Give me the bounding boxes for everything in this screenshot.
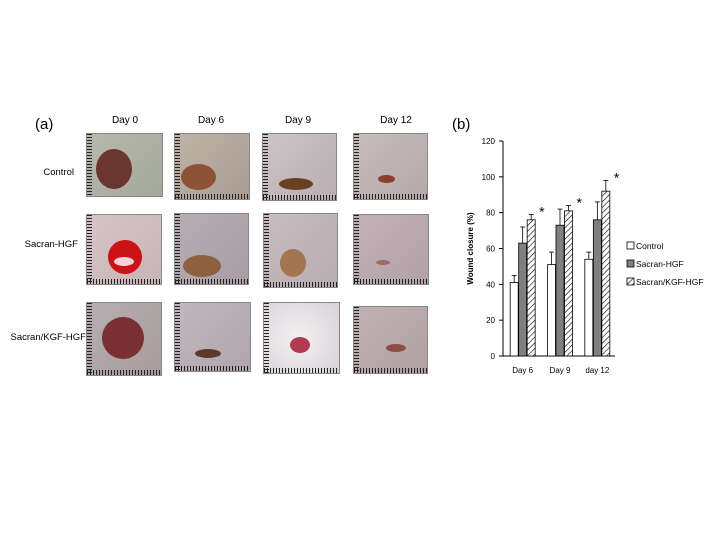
legend-label: Sacran-HGF bbox=[636, 259, 684, 269]
bar bbox=[526, 219, 536, 357]
legend-swatch bbox=[626, 259, 635, 268]
y-tick-label: 40 bbox=[486, 280, 495, 289]
bar bbox=[601, 190, 611, 357]
y-tick-label: 100 bbox=[482, 173, 496, 182]
wound-photo-sacran-hgf-day12 bbox=[353, 214, 429, 285]
significance-star: * bbox=[577, 195, 583, 211]
y-tick-label: 20 bbox=[486, 316, 495, 325]
y-tick-label: 0 bbox=[491, 352, 496, 361]
panel-a-label: (a) bbox=[35, 116, 54, 133]
row-label-sacran-hgf: Sacran-HGF bbox=[24, 239, 78, 250]
wound-photo-control-day0 bbox=[86, 133, 163, 197]
day-label-12: Day 12 bbox=[380, 115, 412, 126]
wound-photo-sacran-kgf-hgf-day0 bbox=[86, 302, 162, 376]
y-tick-label: 120 bbox=[482, 137, 496, 146]
wound-photo-sacran-hgf-day6 bbox=[174, 213, 249, 285]
wound-photo-sacran-hgf-day0 bbox=[86, 214, 162, 285]
bar bbox=[564, 210, 573, 357]
legend-swatch bbox=[626, 241, 635, 250]
wound-photo-sacran-kgf-hgf-day12 bbox=[353, 306, 428, 374]
wound-photo-control-day12 bbox=[353, 133, 428, 200]
significance-star: * bbox=[614, 169, 620, 185]
day-label-0: Day 0 bbox=[111, 115, 139, 126]
y-axis-title: Wound closure (%) bbox=[466, 212, 475, 285]
wound-photo-sacran-hgf-day9 bbox=[263, 213, 338, 288]
y-tick-label: 80 bbox=[486, 209, 495, 218]
day-label-9: Day 9 bbox=[284, 115, 312, 126]
wound-photo-sacran-kgf-hgf-day6 bbox=[174, 302, 251, 372]
row-label-sacran-kgf-hgf: Sacran/KGF-HGF bbox=[10, 332, 87, 343]
legend-swatch bbox=[626, 277, 635, 286]
bar bbox=[547, 264, 556, 357]
legend-label: Sacran/KGF-HGF bbox=[636, 277, 704, 287]
x-tick-label: day 12 bbox=[585, 366, 610, 375]
wound-photo-control-day6 bbox=[174, 133, 250, 200]
bar bbox=[518, 242, 528, 357]
row-label-control: Control bbox=[43, 167, 74, 178]
x-tick-label: Day 6 bbox=[512, 366, 533, 375]
bar bbox=[509, 282, 519, 357]
wound-photo-control-day9 bbox=[262, 133, 337, 201]
panel-b-label: (b) bbox=[452, 116, 471, 133]
bar bbox=[592, 219, 602, 357]
wound-closure-chart: 0 20 40 60 80 100 120 Wound closure (%) * Day 6 * D… bbox=[466, 137, 704, 375]
y-tick-label: 60 bbox=[486, 245, 495, 254]
bar bbox=[555, 224, 565, 357]
legend-label: Control bbox=[636, 241, 664, 251]
day-label-6: Day 6 bbox=[197, 115, 225, 126]
significance-star: * bbox=[539, 203, 545, 219]
bar bbox=[584, 258, 594, 357]
x-tick-label: Day 9 bbox=[550, 366, 571, 375]
wound-photo-sacran-kgf-hgf-day9 bbox=[263, 302, 340, 374]
